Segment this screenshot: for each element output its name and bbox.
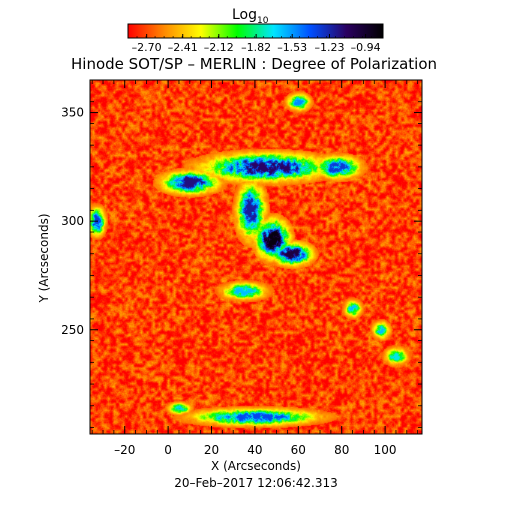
axis-ticks: –20 0 20 40 60 80 100 250 300 350	[61, 80, 422, 457]
x-tick-label: 20	[204, 443, 219, 457]
plot-area: –20 0 20 40 60 80 100 250 300 350	[61, 79, 423, 457]
heatmap-image	[90, 80, 422, 434]
x-tick-label: 100	[374, 443, 397, 457]
colorbar-tick-label: –2.41	[168, 41, 198, 54]
colorbar-tick-label: –0.94	[351, 41, 381, 54]
colorbar-ticks: –2.70 –2.41 –2.12 –1.82 –1.53 –1.23 –0.94	[127, 34, 381, 54]
timestamp: 20–Feb–2017 12:06:42.313	[174, 476, 337, 490]
x-tick-label: 40	[247, 443, 262, 457]
x-tick-label: 0	[164, 443, 172, 457]
colorbar-title: Log10	[232, 7, 269, 26]
colorbar-tick-label: –1.23	[315, 41, 345, 54]
x-tick-label: 60	[291, 443, 306, 457]
x-tick-label: 80	[334, 443, 349, 457]
chart-title: Hinode SOT/SP – MERLIN : Degree of Polar…	[71, 55, 437, 73]
colorbar-tick-label: –1.82	[241, 41, 271, 54]
colorbar-tick-label: –2.12	[204, 41, 234, 54]
y-tick-label: 300	[61, 214, 84, 228]
y-axis-label: Y (Arcseconds)	[37, 213, 51, 303]
colorbar-tick-label: –1.53	[277, 41, 307, 54]
x-axis-label: X (Arcseconds)	[211, 459, 301, 473]
y-tick-label: 250	[61, 323, 84, 337]
colorbar-tick-label: –2.70	[132, 41, 162, 54]
y-tick-label: 350	[61, 106, 84, 120]
colorbar	[127, 23, 384, 39]
plot-frame	[89, 79, 423, 435]
x-tick-label: –20	[114, 443, 135, 457]
